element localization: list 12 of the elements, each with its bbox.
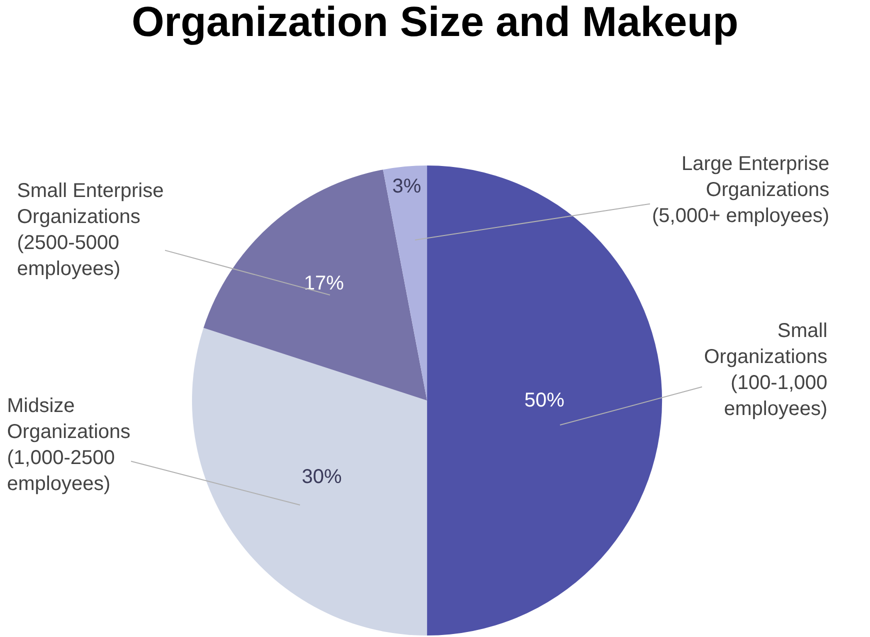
slice-label: Small Organizations (100-1,000 employees) [704,320,828,420]
slice-label: Large Enterprise Organizations (5,000+ employees) [652,153,830,227]
slice-label: Small Enterprise Organizations (2500-5000 employees) [17,180,164,280]
pie-slice [383,165,428,400]
data-label: 30% [302,466,342,488]
slice-label: Midsize Organizations (1,000-2500 employees) [7,395,130,495]
pie-slice [192,328,428,636]
chart-title: Organization Size and Makeup [132,0,738,45]
data-label: 17% [304,272,344,295]
pie-slice [204,170,428,400]
data-label: 3% [392,176,422,198]
data-label: 50% [524,389,565,412]
